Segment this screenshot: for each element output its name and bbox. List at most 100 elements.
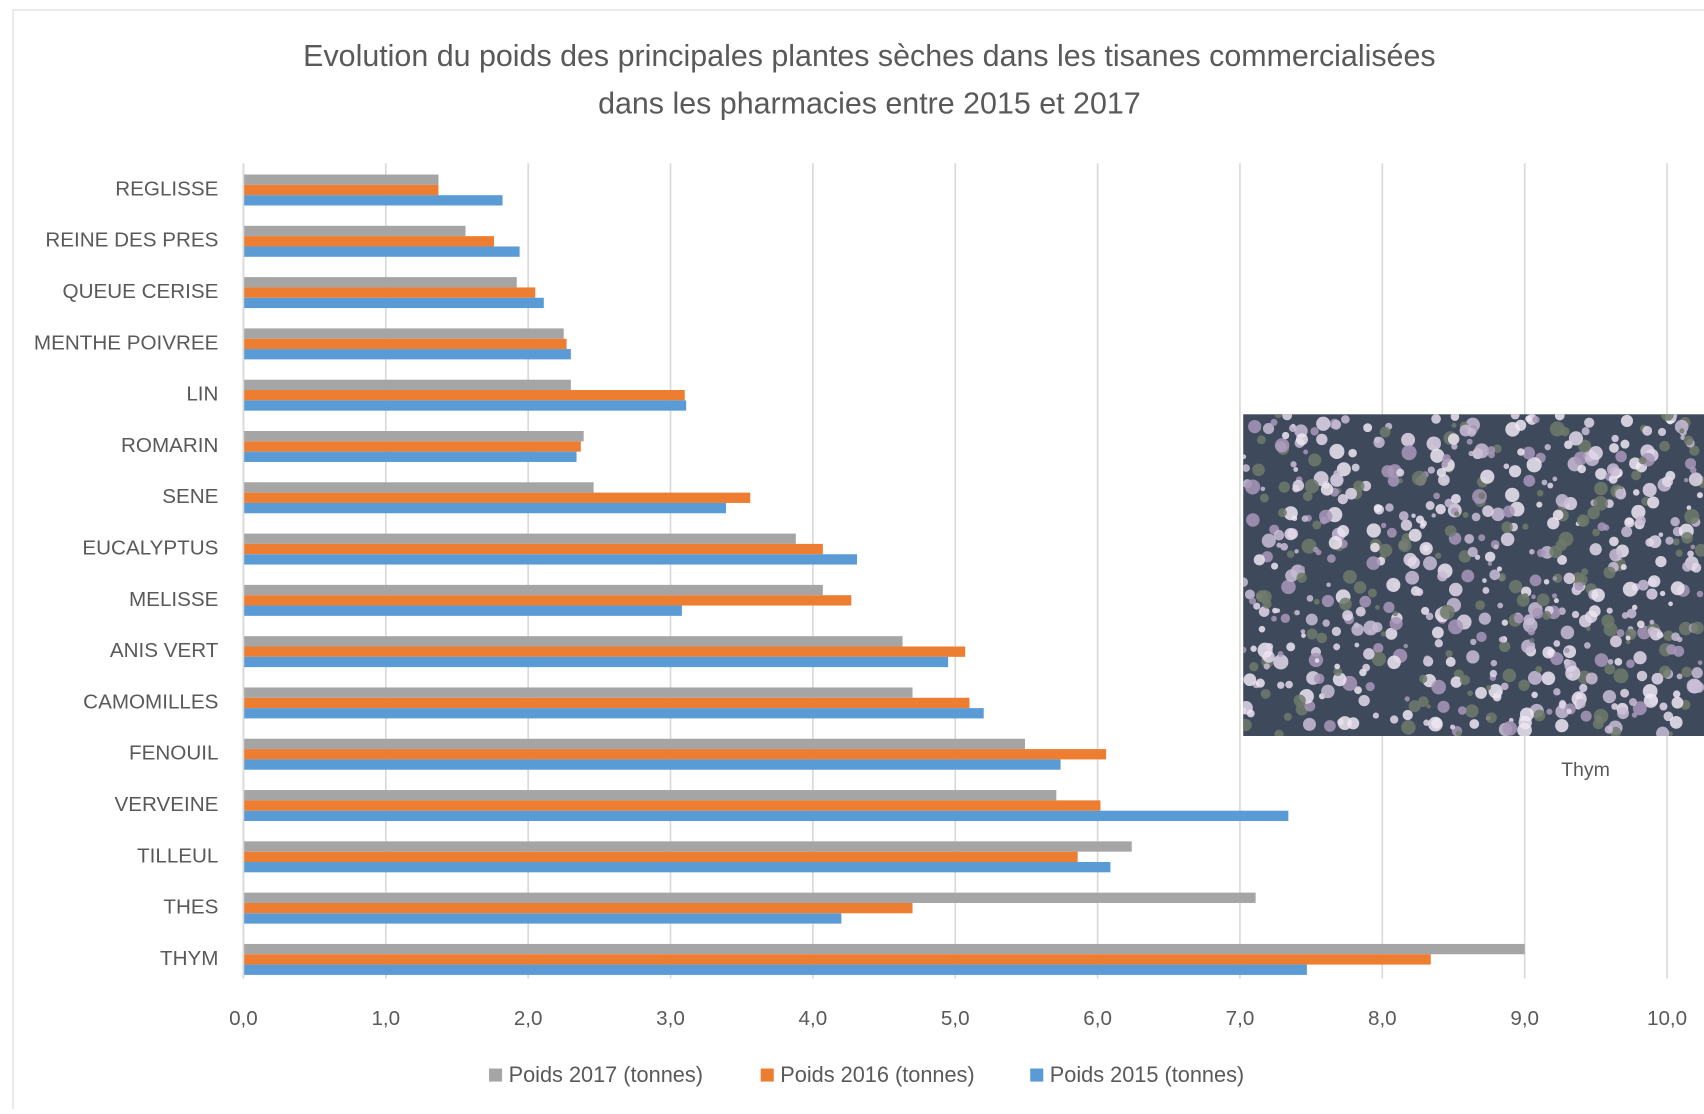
flower [1476,631,1487,643]
y-tick-label: MENTHE POIVREE [34,331,219,354]
flower [1306,595,1314,602]
flower [1411,513,1416,518]
flower [1273,654,1289,670]
flower [1508,465,1522,478]
flower [1501,521,1513,533]
bar [243,430,584,442]
bar [243,697,970,709]
flower [1496,566,1503,572]
flower [1671,696,1684,709]
flower [1593,496,1608,511]
flower [1646,589,1656,599]
flower [1451,422,1457,428]
flower [1466,650,1480,664]
flower [1633,651,1647,665]
y-tick-label: CAMOMILLES [83,690,218,713]
flower [1615,450,1627,463]
flower [1274,438,1290,453]
flower [1625,639,1631,645]
flower [1536,593,1550,607]
flower [1547,517,1560,530]
bar [243,902,913,914]
flower [1607,658,1614,665]
flower [1320,483,1334,496]
flower [1688,472,1703,487]
flower [1401,432,1416,447]
flower [1348,448,1357,458]
flower [1529,549,1535,555]
flower [1541,479,1548,486]
flower [1276,542,1282,548]
flower [1615,488,1627,500]
flower [1244,589,1255,600]
flower [1691,621,1704,635]
flower [1566,708,1572,714]
flower [1647,626,1658,636]
flower [1529,574,1542,587]
bar [243,338,567,350]
bar [243,738,1025,750]
flower [1293,694,1306,707]
flower [1381,465,1394,478]
flower [1380,631,1387,637]
flower [1660,414,1674,421]
flower [1280,543,1288,551]
flower [1375,605,1380,610]
flower [1669,715,1683,729]
flower [1547,482,1554,489]
flower [1480,469,1495,484]
flower [1532,416,1540,424]
flower [1455,730,1462,736]
flower [1510,414,1520,420]
flower [1486,685,1492,691]
flower [1674,419,1689,434]
flower [1293,467,1299,472]
flower [1258,625,1266,633]
flower [1367,588,1377,598]
flower [1387,655,1401,670]
flower [1431,513,1436,518]
flower [1468,450,1474,457]
x-tick-label: 10,0 [1647,1007,1687,1030]
flower [1552,476,1558,482]
y-tick-label: MELISSE [129,588,218,611]
flower [1604,663,1616,675]
flower [1432,437,1441,446]
flower [1564,647,1570,654]
flower [1609,443,1619,453]
bar [243,892,1256,903]
flower [1305,613,1318,626]
flower [1606,607,1613,614]
flower [1295,433,1308,446]
chart-title: dans les pharmacies entre 2015 et 2017 [598,87,1141,121]
bar [243,759,1061,770]
flower [1404,696,1410,702]
flower [1529,637,1535,643]
flower [1250,645,1257,652]
flower [1629,698,1637,707]
bar [243,595,852,606]
bar [243,225,466,237]
flower [1379,426,1391,438]
flower [1659,702,1668,711]
flower [1676,673,1683,680]
flower [1508,579,1523,594]
flower [1274,729,1284,736]
flower [1500,682,1509,691]
flower [1543,579,1550,585]
flower [1280,613,1291,623]
flower [1459,674,1471,686]
flower [1243,454,1247,460]
flower [1296,572,1307,583]
flower [1588,446,1603,461]
photo-caption: Thym [1561,759,1610,781]
flower [1454,511,1460,517]
flower [1243,577,1249,587]
flower [1246,709,1255,718]
flower [1670,581,1685,596]
flower [1588,605,1601,618]
flower [1617,707,1630,720]
y-tick-label: FENOUIL [129,742,218,765]
bar [243,605,682,616]
flower [1314,658,1320,663]
